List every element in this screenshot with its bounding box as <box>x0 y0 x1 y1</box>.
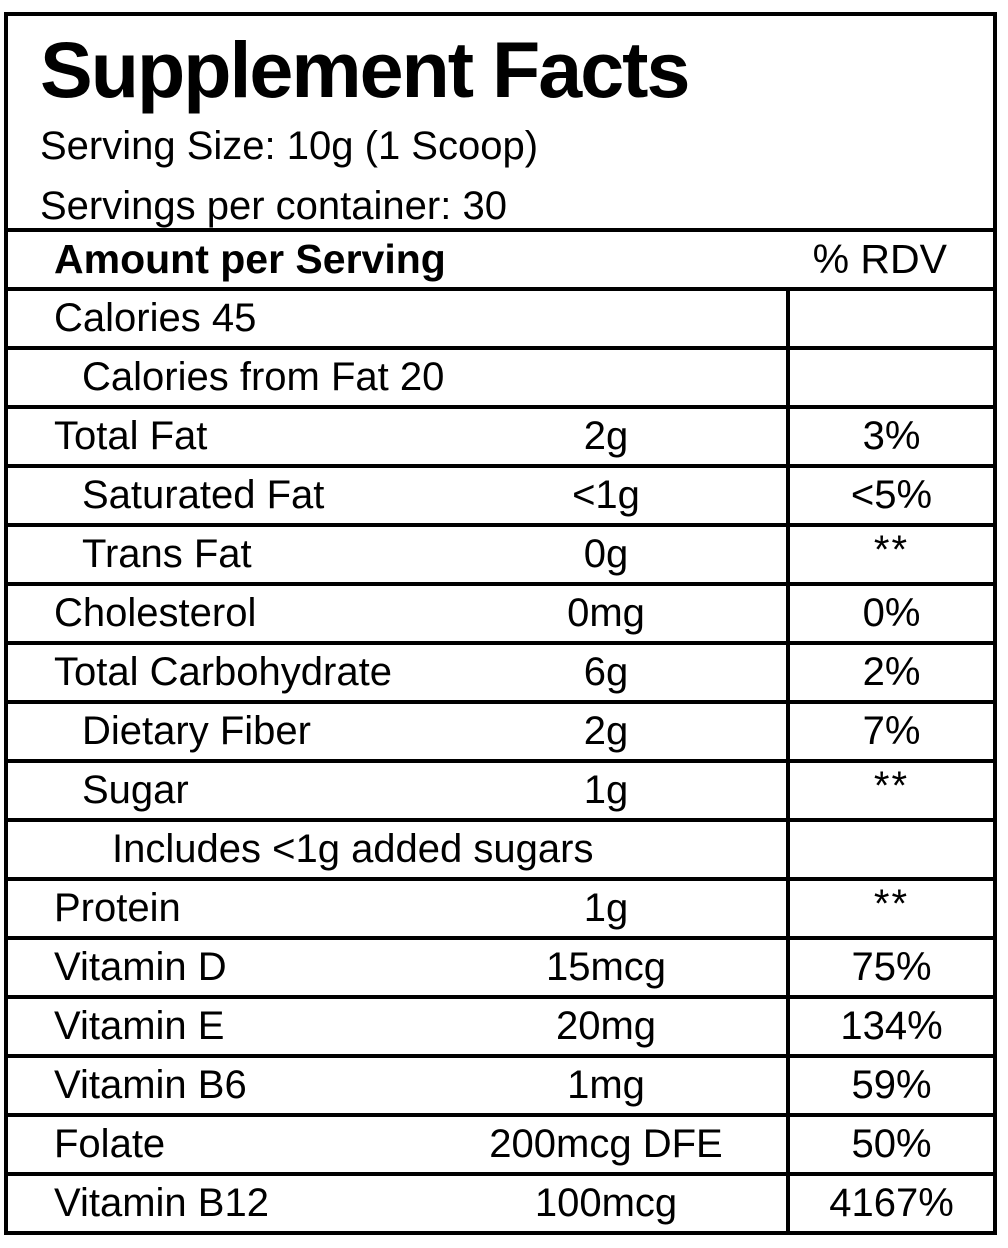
row-amount: <1g <box>572 473 640 517</box>
table-row: Saturated Fat <1g <5% <box>4 464 997 527</box>
row-amount: 15mcg <box>545 945 667 989</box>
row-label: Total Carbohydrate <box>54 650 392 694</box>
servings-per-container-text: Servings per container: 30 <box>40 183 507 228</box>
row-rdv: 3% <box>786 409 993 464</box>
rdv-header: % RDV <box>812 236 947 282</box>
row-label: Calories 45 <box>54 296 257 340</box>
table-row: Vitamin B12 100mcg 4167% <box>4 1172 997 1235</box>
table-row: Calories from Fat 20 <box>4 346 997 409</box>
row-label: Includes <1g added sugars <box>112 827 594 871</box>
row-label: Vitamin E <box>54 1004 225 1048</box>
table-row: Total Fat 2g 3% <box>4 405 997 468</box>
row-label: Folate <box>54 1122 166 1166</box>
row-rdv: 2% <box>786 645 993 700</box>
supplement-facts-label: Supplement Facts Serving Size: 10g (1 Sc… <box>4 12 997 1235</box>
row-label: Cholesterol <box>54 591 257 635</box>
row-amount: 200mcg DFE <box>489 1122 723 1166</box>
row-rdv: 50% <box>786 1117 993 1172</box>
row-rdv: <5% <box>786 468 993 523</box>
row-label: Saturated Fat <box>82 473 325 517</box>
row-rdv: 7% <box>786 704 993 759</box>
table-row: Trans Fat 0g ** <box>4 523 997 586</box>
row-label: Vitamin B6 <box>54 1063 247 1107</box>
table-row: Dietary Fiber 2g 7% <box>4 700 997 763</box>
row-label: Calories from Fat 20 <box>82 355 445 399</box>
table-row: Includes <1g added sugars <box>4 818 997 881</box>
row-amount: 1mg <box>567 1063 645 1107</box>
row-amount: 2g <box>583 709 629 753</box>
row-amount: 100mcg <box>534 1181 678 1225</box>
row-label: Sugar <box>82 768 189 812</box>
amount-per-serving-header: Amount per Serving <box>54 236 446 282</box>
row-rdv: ** <box>786 763 993 818</box>
table-header-row: Amount per Serving % RDV <box>4 228 997 291</box>
table-row: Protein 1g ** <box>4 877 997 940</box>
row-rdv: ** <box>786 881 993 936</box>
row-rdv <box>786 291 993 346</box>
row-amount: 1g <box>583 886 629 930</box>
row-rdv: 59% <box>786 1058 993 1113</box>
table-row: Vitamin D 15mcg 75% <box>4 936 997 999</box>
table-row: Vitamin E 20mg 134% <box>4 995 997 1058</box>
row-label: Total Fat <box>54 414 208 458</box>
row-amount: 20mg <box>555 1004 657 1048</box>
row-rdv: ** <box>786 527 993 582</box>
label-title: Supplement Facts <box>40 25 690 114</box>
row-label: Vitamin D <box>54 945 227 989</box>
table-row: Total Carbohydrate 6g 2% <box>4 641 997 704</box>
table-row: Folate 200mcg DFE 50% <box>4 1113 997 1176</box>
facts-table-rows: Calories 45 Calories from Fat 20 Total Fat… <box>4 287 997 1235</box>
row-rdv: 0% <box>786 586 993 641</box>
serving-size-text: Serving Size: 10g (1 Scoop) <box>40 123 539 168</box>
table-row: Cholesterol 0mg 0% <box>4 582 997 645</box>
row-amount: 0g <box>583 532 629 576</box>
row-rdv: 4167% <box>786 1176 993 1231</box>
label-header-section: Supplement Facts Serving Size: 10g (1 Sc… <box>4 12 997 232</box>
row-label: Vitamin B12 <box>54 1181 269 1225</box>
table-row: Sugar 1g ** <box>4 759 997 822</box>
row-amount: 0mg <box>567 591 645 635</box>
row-label: Trans Fat <box>82 532 252 576</box>
row-amount: 2g <box>583 414 629 458</box>
row-rdv: 75% <box>786 940 993 995</box>
table-row: Calories 45 <box>4 287 997 350</box>
row-rdv <box>786 350 993 405</box>
row-amount: 1g <box>583 768 629 812</box>
table-row: Vitamin B6 1mg 59% <box>4 1054 997 1117</box>
row-amount: 6g <box>583 650 629 694</box>
row-rdv: 134% <box>786 999 993 1054</box>
row-label: Dietary Fiber <box>82 709 311 753</box>
row-label: Protein <box>54 886 181 930</box>
row-rdv <box>786 822 993 877</box>
